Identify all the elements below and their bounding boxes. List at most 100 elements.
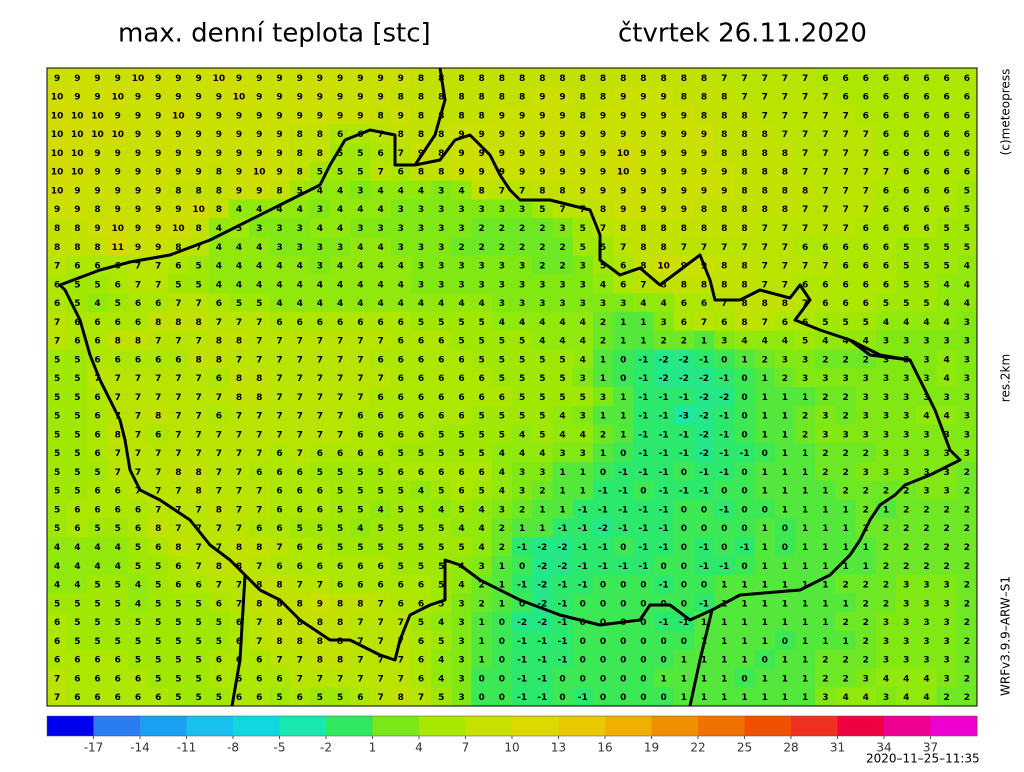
cell-value: 8 (438, 130, 444, 140)
cell (572, 255, 594, 276)
cell-value: 2 (458, 243, 464, 253)
cell-value: 3 (438, 205, 444, 215)
cell-value: 6 (94, 674, 100, 684)
cell (936, 255, 958, 276)
cell-value: 4 (135, 599, 141, 609)
cell-value: -1 (659, 505, 669, 515)
cell-value: 4 (276, 262, 282, 272)
cell-value: -2 (537, 581, 547, 591)
cell-value: 0 (600, 674, 606, 684)
cell-value: 9 (539, 149, 545, 159)
cell-value: 3 (822, 412, 828, 422)
cell-value: 6 (438, 374, 444, 384)
cell-value: 2 (903, 524, 909, 534)
cell (47, 68, 68, 88)
cell (370, 274, 392, 294)
cell-value: 8 (216, 186, 222, 196)
cell-value: 2 (762, 355, 768, 365)
cell (774, 274, 796, 294)
cell-value: 3 (802, 374, 808, 384)
cell-value: 8 (741, 186, 747, 196)
cell-value: 7 (216, 487, 222, 497)
cell-value: 6 (337, 130, 343, 140)
cell-value: 2 (499, 224, 505, 234)
cell-value: 6 (883, 74, 889, 84)
cell-value: 7 (195, 393, 201, 403)
cell-value: 4 (236, 243, 242, 253)
cell-value: -1 (699, 599, 709, 609)
cell-value: 6 (74, 505, 80, 515)
colorbar-segment (512, 716, 559, 736)
cell-value: 7 (54, 674, 60, 684)
cell-value: 3 (782, 355, 788, 365)
cell-value: 8 (337, 656, 343, 666)
cell-value: 8 (337, 599, 343, 609)
cell (795, 199, 816, 219)
cell-value: -1 (618, 562, 628, 572)
cell (815, 293, 837, 313)
cell (330, 293, 351, 313)
cell (815, 199, 837, 219)
cell-value: 2 (600, 430, 606, 440)
cell-value: 3 (944, 468, 950, 478)
cell-value: 7 (175, 487, 181, 497)
cell-value: 9 (620, 205, 626, 215)
cell (875, 293, 897, 313)
cell-value: 7 (782, 74, 788, 84)
cell-value: 0 (600, 693, 606, 703)
cell-value: -1 (638, 543, 648, 553)
cell-value: 8 (741, 262, 747, 272)
cell-value: 7 (802, 74, 808, 84)
cell-value: 9 (135, 130, 141, 140)
cell-value: 4 (115, 562, 121, 572)
cell-value: 2 (681, 337, 687, 347)
cell-value: 9 (115, 186, 121, 196)
cell (613, 105, 634, 125)
cell (855, 86, 877, 107)
cell-value: -1 (659, 430, 669, 440)
cell-value: 1 (802, 618, 808, 628)
cell-value: 4 (377, 262, 383, 272)
cell-value: -1 (740, 543, 750, 553)
cell-value: 8 (539, 186, 545, 196)
cell-value: 6 (883, 205, 889, 215)
cell-value: 3 (519, 468, 525, 478)
cell-value: 3 (479, 262, 485, 272)
cell-value: 6 (903, 111, 909, 121)
cell (592, 161, 614, 182)
cell-value: 9 (155, 149, 161, 159)
cell-value: 8 (175, 543, 181, 553)
cell-value: 5 (317, 524, 323, 534)
cell-value: 0 (499, 656, 505, 666)
cell-value: 7 (216, 468, 222, 478)
cell (572, 180, 594, 200)
cell-value: 5 (398, 543, 404, 553)
cell (512, 86, 533, 107)
cell-value: 8 (74, 224, 80, 234)
cell-value: 6 (944, 205, 950, 215)
cell-value: 5 (479, 412, 485, 422)
cell (552, 161, 574, 182)
cell-value: 8 (317, 618, 323, 628)
cell (451, 161, 473, 182)
cell (633, 274, 655, 294)
cell-value: 2 (964, 581, 970, 591)
cell-value: 6 (398, 355, 404, 365)
cell-value: 3 (438, 262, 444, 272)
cell (532, 255, 554, 276)
cell-value: 6 (94, 656, 100, 666)
cell (390, 293, 412, 313)
cell (754, 236, 776, 257)
cell-value: 10 (192, 205, 205, 215)
cell (552, 218, 574, 238)
cell-value: 9 (216, 149, 222, 159)
cell-value: 8 (782, 205, 788, 215)
cell-value: 6 (54, 656, 60, 666)
cell-value: 2 (944, 505, 950, 515)
cell-value: 0 (741, 674, 747, 684)
cell-value: 6 (822, 299, 828, 309)
cell-value: 7 (256, 505, 262, 515)
cell-value: 6 (357, 449, 363, 459)
cell-value: 5 (94, 581, 100, 591)
cell-value: 3 (418, 243, 424, 253)
